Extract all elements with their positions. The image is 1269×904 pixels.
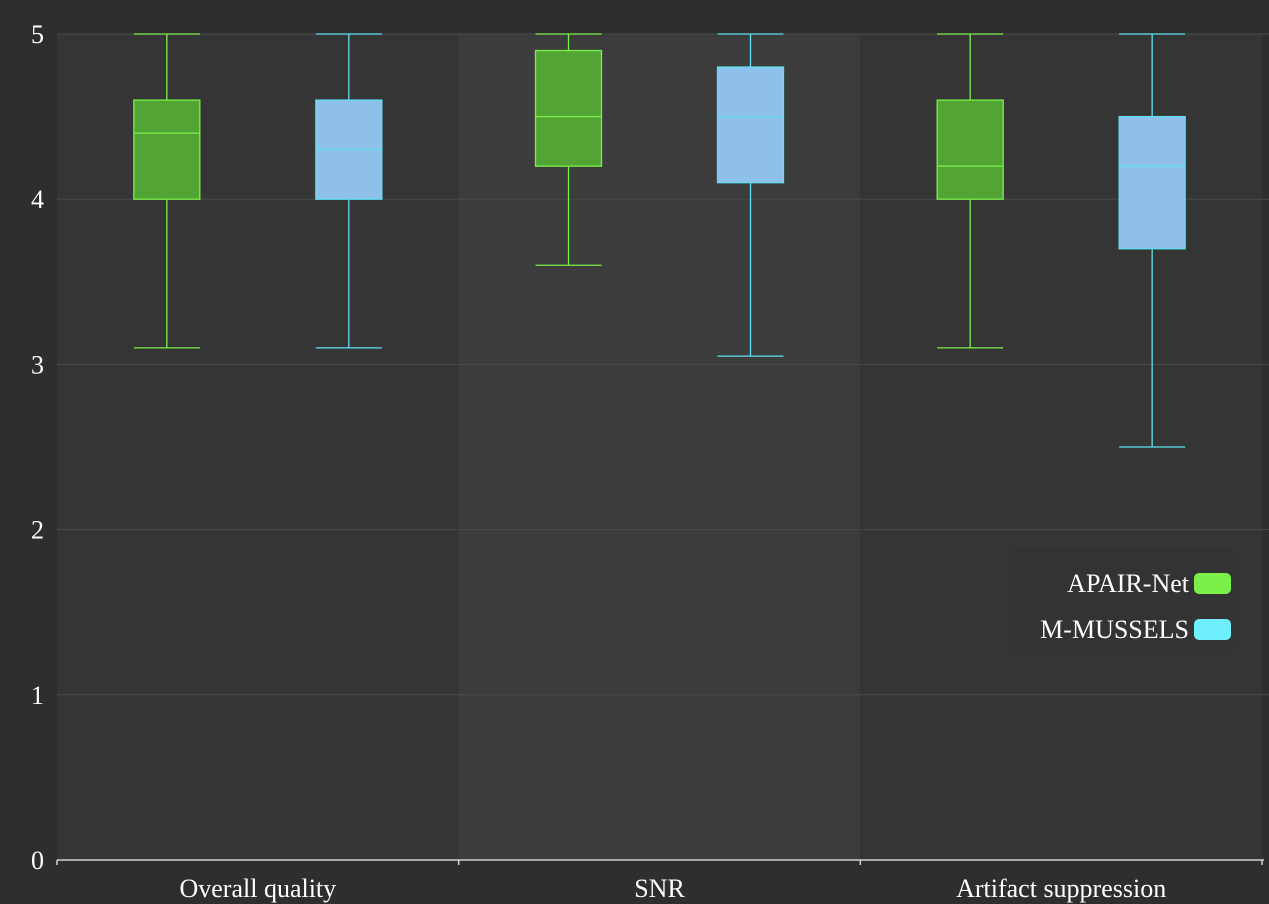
legend: APAIR-Net M-MUSSELS (1010, 548, 1234, 654)
box-m-mussels (1118, 33, 1186, 448)
legend-label: M-MUSSELS (1040, 615, 1189, 644)
axes: 0 1 2 3 4 5 Overall quality SNR Artifact suppres… (31, 20, 1264, 903)
iqr-box (1118, 115, 1186, 250)
y-tick-label: 3 (31, 350, 44, 379)
category-band (458, 34, 861, 860)
y-tick-label: 4 (31, 185, 44, 214)
box-m-mussels (716, 33, 785, 357)
y-tick-label: 2 (31, 516, 44, 545)
category-band (860, 34, 1262, 860)
iqr-box (936, 99, 1004, 200)
grid-lines (57, 33, 1269, 696)
iqr-box (534, 49, 603, 167)
box-apair-net (534, 33, 603, 266)
x-tick-label: Overall quality (179, 874, 336, 903)
legend-swatch (1194, 573, 1231, 594)
category-band (57, 34, 459, 860)
y-tick-label: 0 (31, 846, 44, 875)
box-m-mussels (315, 33, 383, 349)
x-tick-label: SNR (634, 874, 685, 903)
iqr-box (133, 99, 201, 200)
box-series (133, 33, 1186, 448)
legend-label: APAIR-Net (1067, 569, 1190, 598)
box-apair-net (133, 33, 201, 349)
legend-swatch (1194, 619, 1231, 640)
iqr-box (716, 66, 785, 184)
x-tick-label: Artifact suppression (956, 874, 1166, 903)
y-tick-label: 5 (31, 20, 44, 49)
y-tick-label: 1 (31, 681, 44, 710)
box-apair-net (936, 33, 1004, 349)
